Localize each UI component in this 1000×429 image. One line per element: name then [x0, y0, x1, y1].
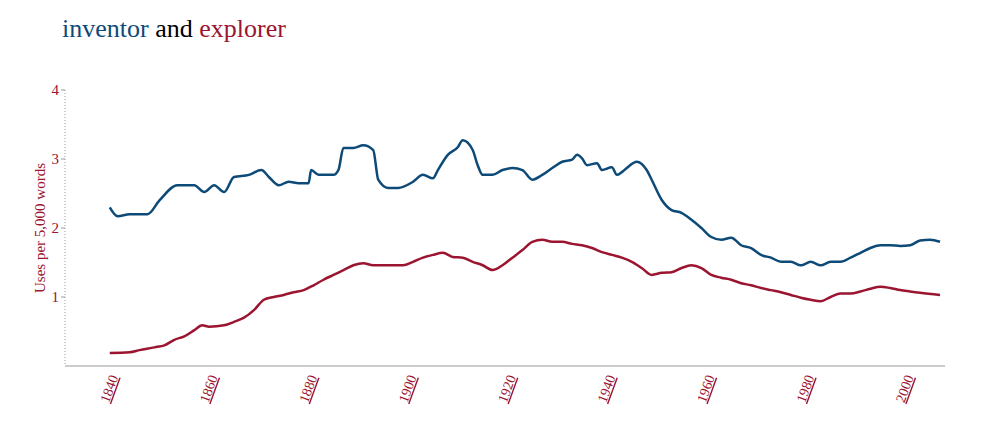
svg-text:1980: 1980 — [794, 373, 818, 404]
svg-text:2000: 2000 — [893, 373, 917, 404]
svg-text:3: 3 — [52, 151, 60, 167]
svg-text:1920: 1920 — [495, 373, 519, 404]
svg-text:1860: 1860 — [197, 373, 221, 404]
svg-text:1900: 1900 — [396, 373, 420, 404]
svg-text:1940: 1940 — [595, 373, 619, 404]
svg-text:4: 4 — [52, 82, 60, 98]
svg-text:1: 1 — [52, 289, 60, 305]
html-text:inventor and explorer: inventor and explorer — [62, 14, 286, 43]
svg-text:1880: 1880 — [296, 373, 320, 404]
svg-text:1840: 1840 — [98, 373, 122, 404]
svg-text:1960: 1960 — [694, 373, 718, 404]
svg-text:2: 2 — [52, 220, 60, 236]
svg-text:Uses per 5,000 words: Uses per 5,000 words — [32, 163, 48, 293]
